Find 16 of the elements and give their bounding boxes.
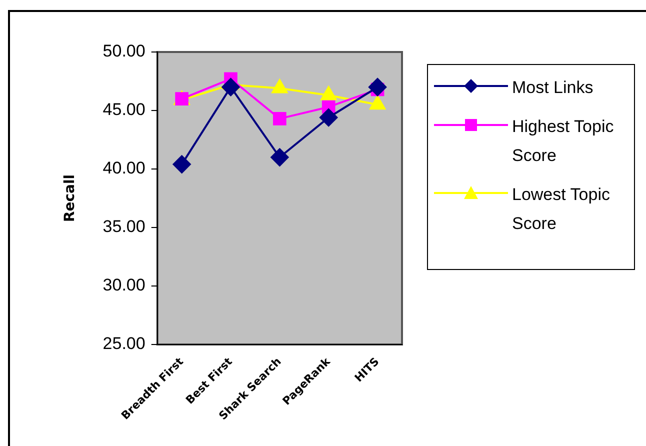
y-tick-label: 50.00 xyxy=(102,42,146,61)
point xyxy=(320,108,338,127)
point xyxy=(273,112,286,126)
point xyxy=(368,78,387,96)
point xyxy=(222,78,240,96)
legend-label: Most Links xyxy=(512,77,594,99)
y-tick-label: 25.00 xyxy=(102,334,146,354)
y-axis-title: Recall xyxy=(62,174,78,222)
point xyxy=(270,148,289,166)
point xyxy=(172,155,191,174)
legend-label: Lowest Topic Score xyxy=(512,184,611,235)
y-tick-label: 40.00 xyxy=(102,158,146,178)
y-tick-label: 35.00 xyxy=(102,217,146,236)
y-tick-label: 30.00 xyxy=(102,276,146,295)
legend-label: Highest Topic Score xyxy=(512,116,615,167)
y-tick-label: 45.00 xyxy=(102,100,146,120)
